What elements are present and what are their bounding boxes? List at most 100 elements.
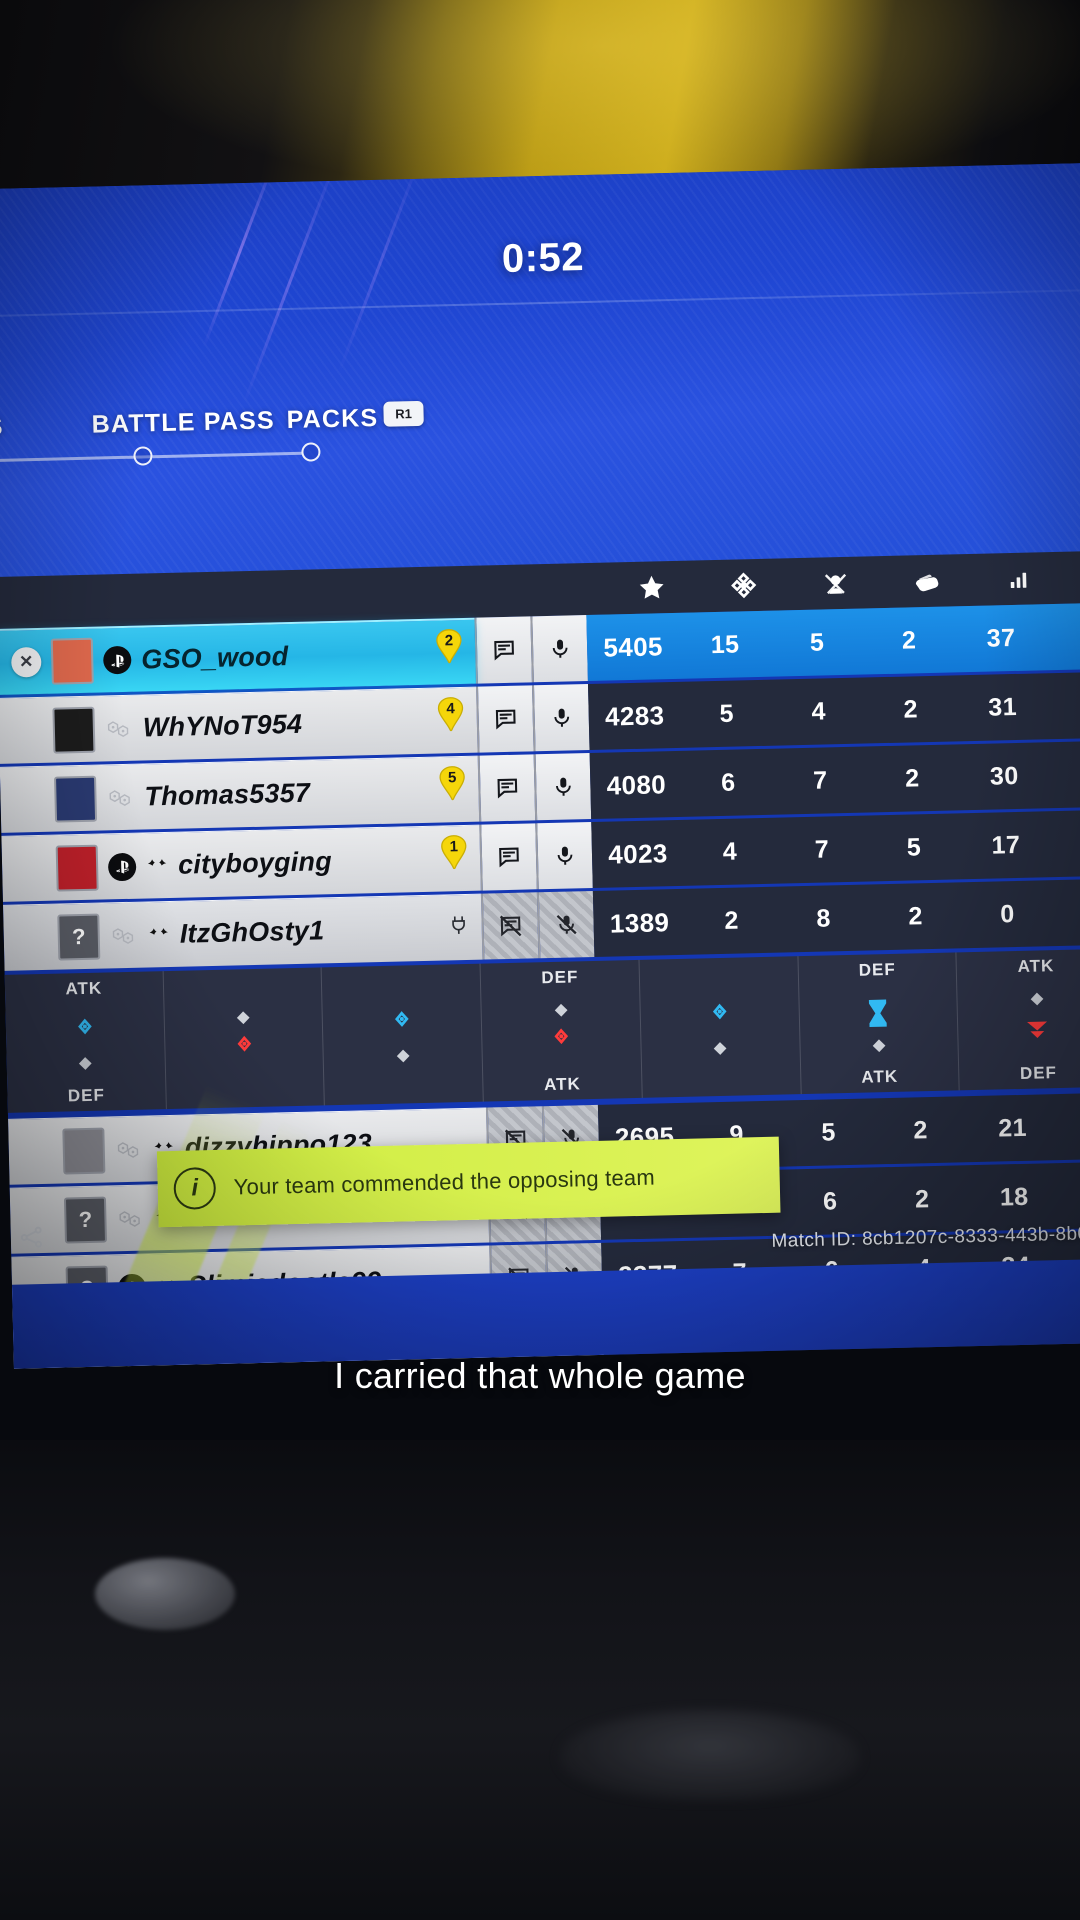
nav-dot-battle-pass[interactable] bbox=[133, 446, 153, 466]
stat-ping: 17 bbox=[991, 830, 1021, 860]
round-bottom-label: DEF bbox=[67, 1085, 106, 1106]
header-star-icon bbox=[605, 571, 698, 603]
stat-objectives: 15 bbox=[710, 629, 740, 659]
table-row[interactable]: cityboyging 1 4023 4 7 5 17 bbox=[1, 809, 1080, 902]
round-marks bbox=[70, 1017, 101, 1070]
round-column: DEF ATK bbox=[798, 952, 960, 1095]
player-name: WhYNoT954 bbox=[142, 708, 303, 743]
header-objective-icon bbox=[697, 569, 790, 601]
chat-toggle-button[interactable] bbox=[474, 616, 532, 684]
round-column: ATK DEF bbox=[957, 949, 1080, 1091]
share-icon bbox=[19, 1224, 46, 1257]
stat-score: 1389 bbox=[609, 906, 670, 939]
nav-item-packs[interactable]: PACKS bbox=[286, 403, 379, 435]
menu-background bbox=[0, 162, 1080, 581]
round-dot bbox=[396, 1049, 410, 1063]
stat-score: 4283 bbox=[604, 699, 665, 732]
operator-icon: ? bbox=[63, 1196, 107, 1244]
table-row[interactable]: WhYNoT954 4 4283 5 4 2 31 bbox=[0, 671, 1080, 764]
round-dot bbox=[554, 1003, 568, 1017]
mic-toggle-button[interactable] bbox=[535, 821, 593, 890]
nav-item-battle-pass[interactable]: BATTLE PASS bbox=[91, 406, 276, 439]
round-indicator-band: ATK DEF DEF ATK DEF ATK ATK DEF bbox=[4, 948, 1080, 1113]
stat-ping: 0 bbox=[1000, 899, 1015, 928]
stat-score: 4023 bbox=[607, 837, 669, 870]
round-marks bbox=[387, 1009, 418, 1063]
crossplay-icon bbox=[109, 921, 138, 950]
toast-message: Your team commended the opposing team bbox=[233, 1164, 656, 1200]
player-info-cell[interactable]: ✕ GSO_wood 2 bbox=[0, 617, 476, 695]
player-name: ItzGhOsty1 bbox=[179, 915, 325, 949]
stat-score: 4080 bbox=[606, 768, 667, 801]
round-top-label: DEF bbox=[541, 967, 579, 988]
round-marks bbox=[546, 1003, 577, 1057]
mic-toggle-button[interactable] bbox=[531, 684, 590, 752]
header-ping-icon bbox=[973, 566, 1066, 592]
round-bottom-label: DEF bbox=[1019, 1063, 1058, 1083]
crossplay-icon bbox=[116, 1204, 145, 1233]
desk-object bbox=[95, 1558, 235, 1630]
room-background-bottom bbox=[0, 1440, 1080, 1920]
player-stats: 4023 4 7 5 17 bbox=[591, 809, 1080, 888]
operator-icon bbox=[52, 706, 96, 754]
mic-toggle-button[interactable] bbox=[536, 890, 595, 959]
header-assist-icon bbox=[881, 567, 974, 595]
round-column bbox=[163, 967, 326, 1110]
video-caption: I carried that whole game bbox=[334, 1355, 746, 1396]
chat-toggle-button[interactable] bbox=[479, 823, 537, 891]
chat-toggle-button[interactable] bbox=[480, 892, 539, 960]
stat-objectives: 4 bbox=[722, 837, 738, 866]
round-bottom-label bbox=[401, 1078, 407, 1098]
playstation-icon bbox=[102, 645, 132, 675]
stat-kills: 4 bbox=[811, 696, 827, 726]
info-icon: i bbox=[173, 1166, 217, 1210]
team-a-rows: ✕ GSO_wood 2 5405 15 5 2 37 WhYNoT954 4 4283 5 4 2 31 T… bbox=[0, 602, 1080, 971]
stat-kills: 6 bbox=[822, 1186, 838, 1216]
game-screen: 0:52 S BATTLE PASS PACKS R1 bbox=[0, 162, 1080, 1369]
chat-toggle-button[interactable] bbox=[477, 754, 536, 822]
round-atk-chevron-icon bbox=[1027, 1021, 1048, 1039]
round-dot bbox=[1030, 992, 1044, 1006]
player-name: Thomas5357 bbox=[144, 777, 311, 812]
table-row[interactable]: Thomas5357 5 4080 6 7 2 30 bbox=[0, 740, 1080, 833]
round-marks bbox=[704, 1002, 735, 1055]
squad-icon bbox=[146, 854, 169, 877]
stat-assists: 2 bbox=[903, 694, 919, 724]
round-dot bbox=[872, 1039, 886, 1053]
round-bottom-label: ATK bbox=[543, 1074, 581, 1095]
stat-kills: 5 bbox=[821, 1117, 837, 1147]
stat-kills: 7 bbox=[814, 834, 830, 864]
player-info-cell[interactable]: Thomas5357 5 bbox=[0, 755, 480, 833]
mic-toggle-button[interactable] bbox=[533, 753, 592, 821]
chat-toggle-button[interactable] bbox=[476, 685, 534, 753]
player-info-cell[interactable]: ? ItzGhOsty1 bbox=[3, 893, 483, 971]
operator-icon bbox=[50, 637, 94, 685]
operator-icon bbox=[62, 1127, 106, 1175]
stat-assists: 2 bbox=[904, 763, 920, 793]
stat-kills: 5 bbox=[809, 627, 825, 657]
crossplay-icon bbox=[114, 1135, 143, 1164]
round-top-label: ATK bbox=[1017, 956, 1055, 976]
round-bottom-label bbox=[242, 1082, 248, 1102]
stat-assists: 2 bbox=[914, 1184, 930, 1213]
player-info-cell[interactable]: WhYNoT954 4 bbox=[0, 686, 478, 764]
table-row[interactable]: ✕ GSO_wood 2 5405 15 5 2 37 bbox=[0, 602, 1080, 695]
stat-objectives: 5 bbox=[719, 699, 735, 728]
nav-item-partial[interactable]: S bbox=[0, 412, 4, 442]
kick-player-button[interactable]: ✕ bbox=[10, 646, 42, 678]
stat-ping: 31 bbox=[987, 692, 1018, 722]
disconnected-icon bbox=[449, 913, 468, 941]
round-marks bbox=[228, 1011, 259, 1065]
player-stats: 4080 6 7 2 30 bbox=[589, 740, 1080, 819]
header-kills-icon bbox=[789, 568, 882, 598]
nav-dot-packs[interactable] bbox=[301, 442, 321, 462]
round-dot bbox=[236, 1011, 250, 1025]
stat-assists: 2 bbox=[901, 625, 917, 655]
table-row[interactable]: ? ItzGhOsty1 1389 2 8 2 0 bbox=[3, 878, 1080, 971]
mic-toggle-button[interactable] bbox=[530, 615, 588, 683]
commendation-toast: i Your team commended the opposing team bbox=[156, 1136, 781, 1228]
player-info-cell[interactable]: cityboyging 1 bbox=[1, 824, 481, 902]
round-atk-icon bbox=[237, 1035, 251, 1052]
round-column bbox=[639, 956, 802, 1098]
stat-score: 5405 bbox=[603, 630, 664, 663]
